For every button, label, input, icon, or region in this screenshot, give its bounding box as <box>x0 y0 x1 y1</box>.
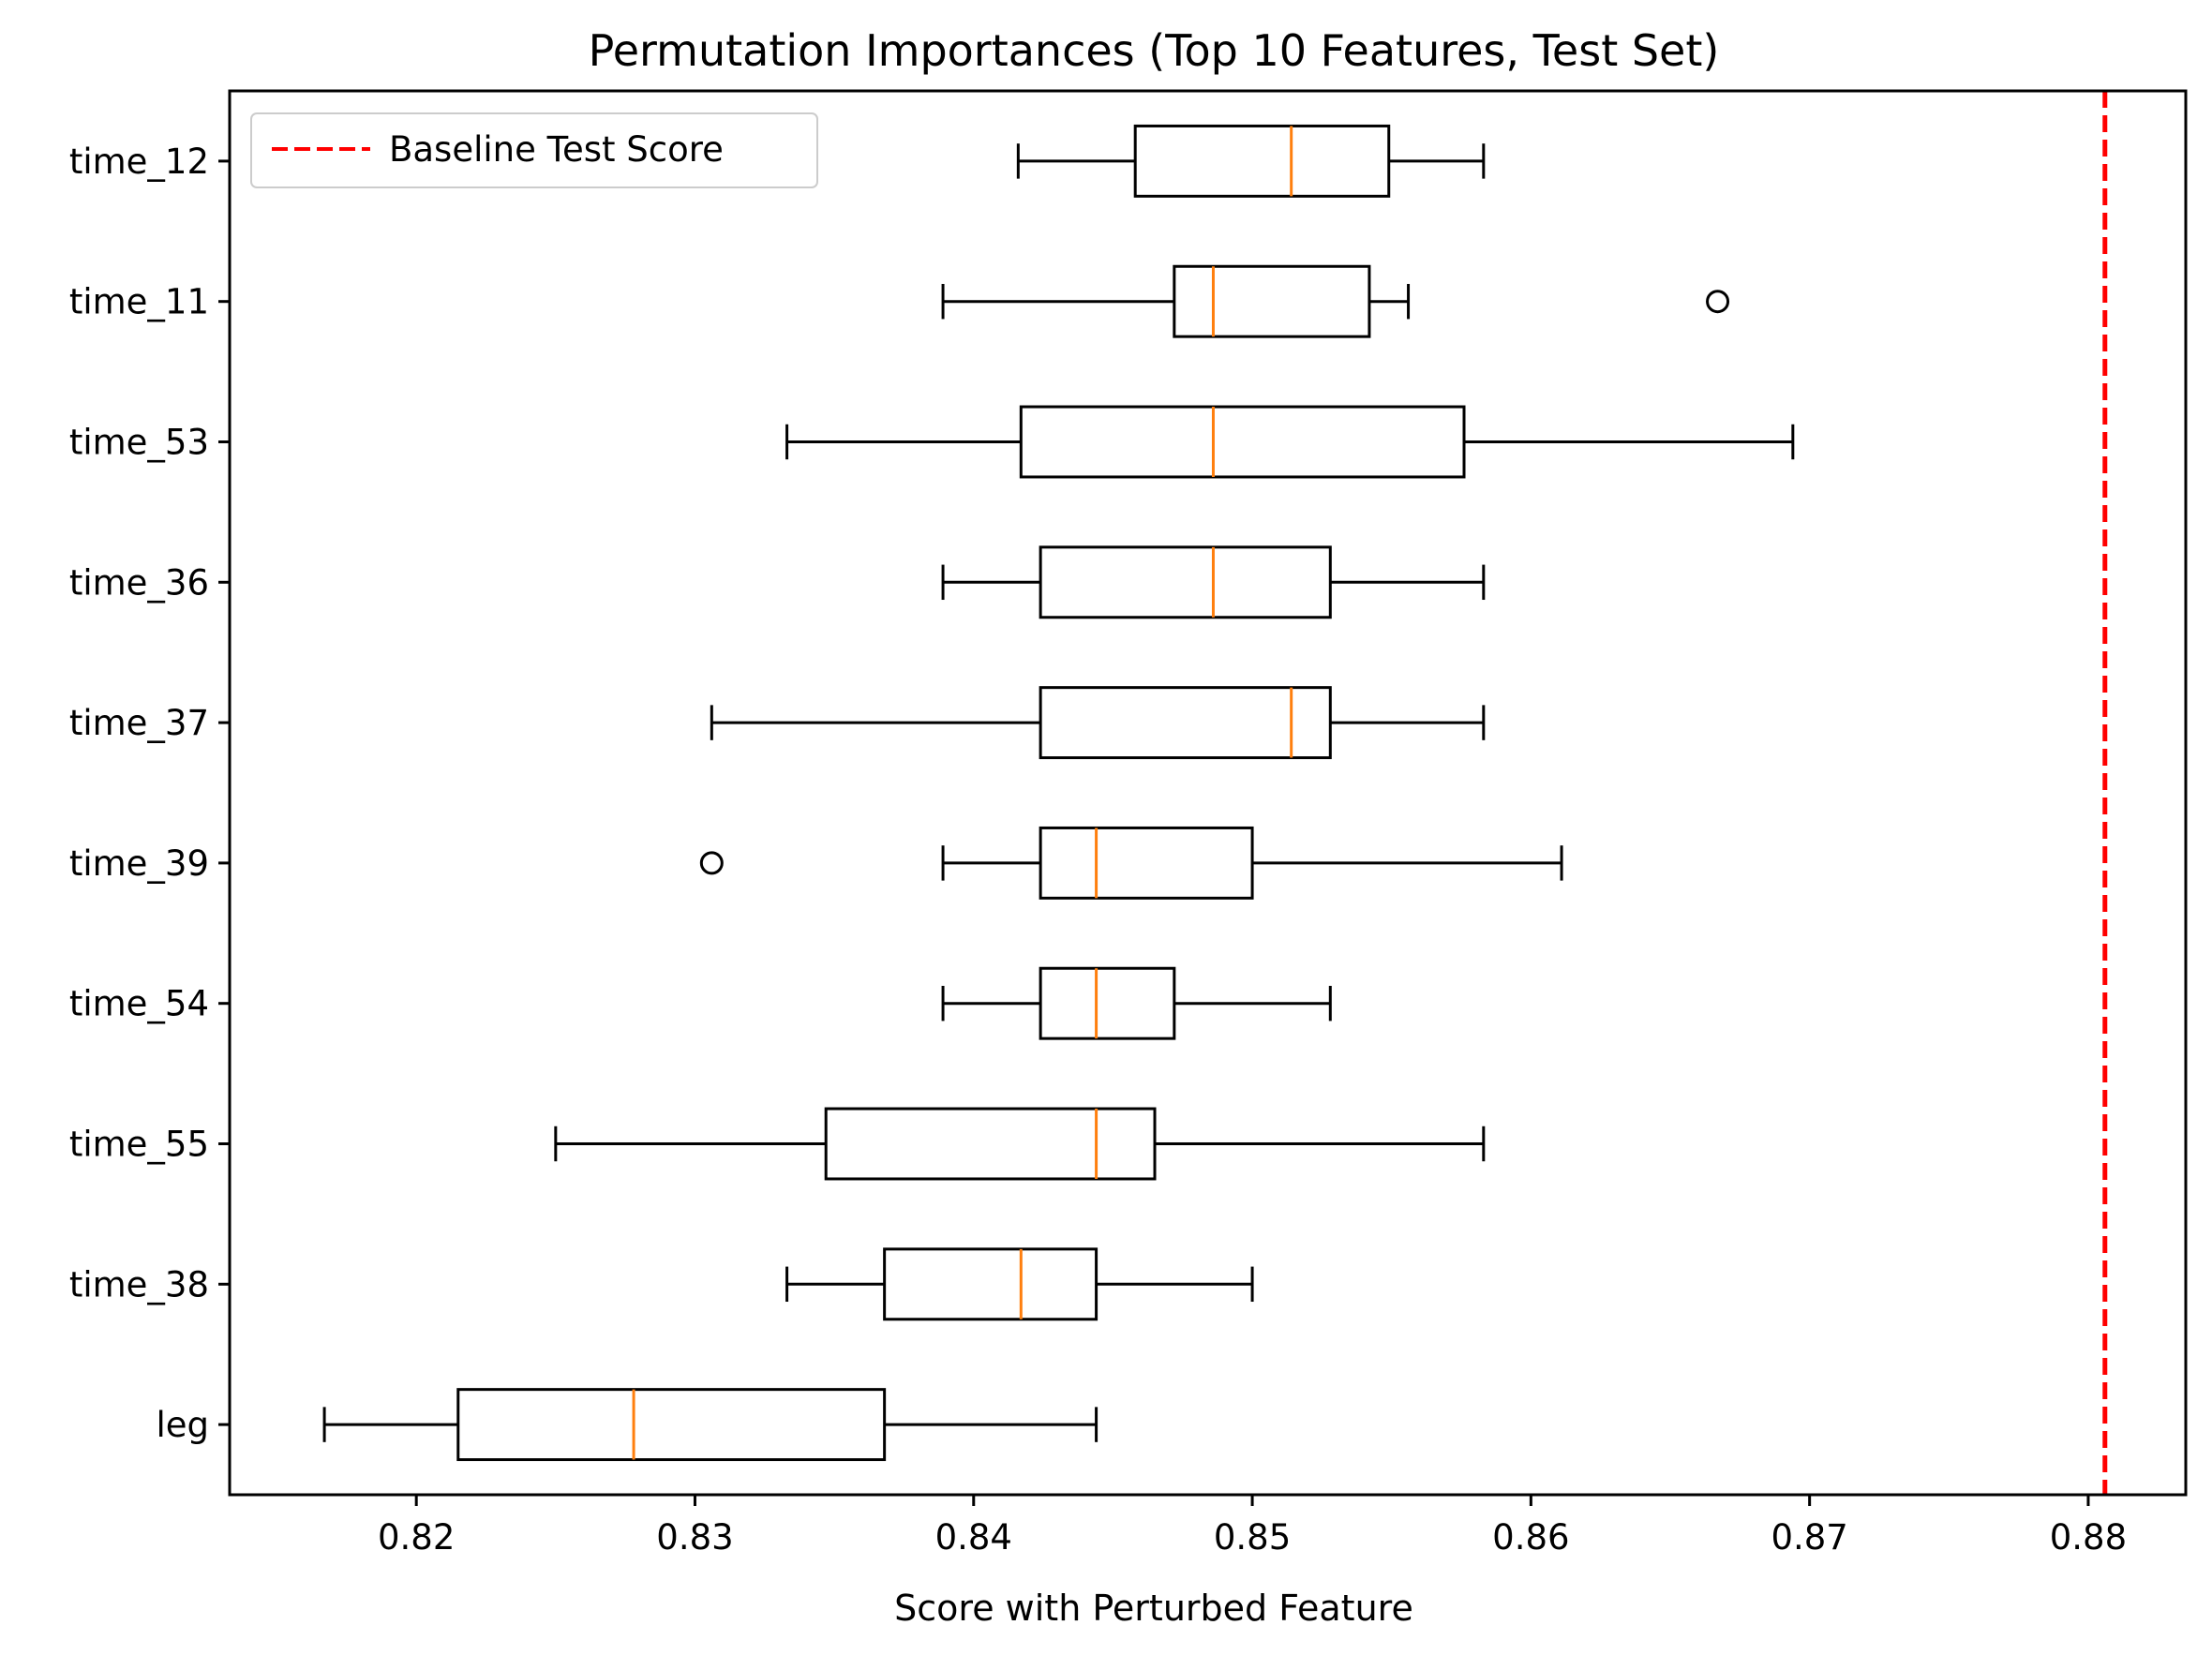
box-leg <box>322 1388 1099 1462</box>
box-time_11 <box>941 264 1730 338</box>
plot-area <box>228 89 2188 1497</box>
box-iqr <box>1019 405 1466 479</box>
box-time_38 <box>785 1247 1254 1321</box>
legend: Baseline Test Score <box>250 112 818 188</box>
outlier-point <box>1706 290 1730 314</box>
y-tick-label: time_38 <box>69 1264 209 1305</box>
legend-label-baseline: Baseline Test Score <box>389 129 724 170</box>
box-time_36 <box>941 545 1486 619</box>
box-iqr <box>1173 264 1371 338</box>
y-tick-label: time_53 <box>69 423 209 463</box>
box-time_37 <box>710 686 1486 760</box>
box-iqr <box>883 1247 1099 1321</box>
axes-frame <box>228 89 2188 1497</box>
box-iqr <box>1039 686 1332 760</box>
x-axis: 0.82 0.83 0.84 0.85 0.86 0.87 0.88 <box>378 1495 2127 1558</box>
y-tick-label: time_37 <box>69 703 209 743</box>
outlier-point <box>699 851 724 875</box>
x-tick-label: 0.86 <box>1492 1517 1569 1558</box>
legend-frame <box>250 112 818 188</box>
box-iqr <box>1039 545 1332 619</box>
y-tick-label: time_39 <box>69 843 209 884</box>
y-axis: time_12 time_11 time_53 time_36 time_37 time_… <box>69 142 230 1445</box>
y-tick-label: time_12 <box>69 142 209 182</box>
x-tick-label: 0.87 <box>1771 1517 1847 1558</box>
box-time_12 <box>1016 124 1486 198</box>
x-tick-label: 0.84 <box>935 1517 1012 1558</box>
y-tick-label: time_36 <box>69 562 209 603</box>
box-iqr <box>1133 124 1391 198</box>
y-tick-label: time_11 <box>69 282 209 322</box>
box-time_39 <box>699 826 1563 900</box>
x-tick-label: 0.83 <box>656 1517 733 1558</box>
box-iqr <box>456 1388 887 1462</box>
box-iqr <box>824 1107 1157 1181</box>
y-tick-label: time_55 <box>69 1125 209 1165</box>
x-tick-label: 0.85 <box>1214 1517 1291 1558</box>
box-time_53 <box>785 405 1795 479</box>
x-tick-label: 0.82 <box>378 1517 455 1558</box>
x-axis-label: Score with Perturbed Feature <box>894 1588 1413 1629</box>
chart-title: Permutation Importances (Top 10 Features… <box>589 25 1720 76</box>
box-iqr <box>1039 966 1176 1040</box>
box-time_55 <box>554 1107 1486 1181</box>
x-tick-label: 0.88 <box>2050 1517 2127 1558</box>
box-iqr <box>1039 826 1254 900</box>
y-tick-label: time_54 <box>69 984 209 1024</box>
box-time_54 <box>941 966 1332 1040</box>
y-tick-label: leg <box>156 1405 209 1445</box>
